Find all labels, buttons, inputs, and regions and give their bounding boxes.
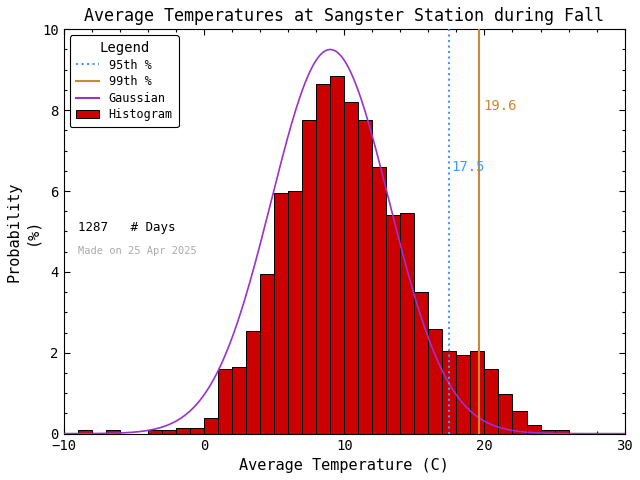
X-axis label: Average Temperature (C): Average Temperature (C) [239,458,449,473]
Bar [260,274,274,433]
Bar [274,193,288,433]
Bar [499,395,513,433]
Bar [162,431,176,433]
Bar [204,418,218,433]
Y-axis label: Probability
(%): Probability (%) [7,181,39,282]
Bar [176,428,190,433]
Bar [246,331,260,433]
Bar [232,367,246,433]
Bar [428,328,442,433]
Text: 19.6: 19.6 [483,99,516,113]
Bar [527,425,541,433]
Legend: 95th %, 99th %, Gaussian, Histogram: 95th %, 99th %, Gaussian, Histogram [70,35,179,127]
Bar [148,431,162,433]
Bar [442,351,456,433]
Bar [470,351,484,433]
Bar [484,369,499,433]
Title: Average Temperatures at Sangster Station during Fall: Average Temperatures at Sangster Station… [84,7,604,25]
Bar [358,120,372,433]
Text: Made on 25 Apr 2025: Made on 25 Apr 2025 [77,246,196,256]
Bar [316,84,330,433]
Text: 1287   # Days: 1287 # Days [77,221,175,234]
Bar [456,355,470,433]
Bar [330,76,344,433]
Bar [302,120,316,433]
Bar [513,411,527,433]
Bar [288,191,302,433]
Bar [106,431,120,433]
Bar [372,167,387,433]
Bar [218,369,232,433]
Text: 17.5: 17.5 [451,160,485,174]
Bar [541,431,555,433]
Bar [555,431,568,433]
Bar [414,292,428,433]
Bar [190,428,204,433]
Bar [400,213,414,433]
Bar [387,216,400,433]
Bar [77,431,92,433]
Bar [344,102,358,433]
